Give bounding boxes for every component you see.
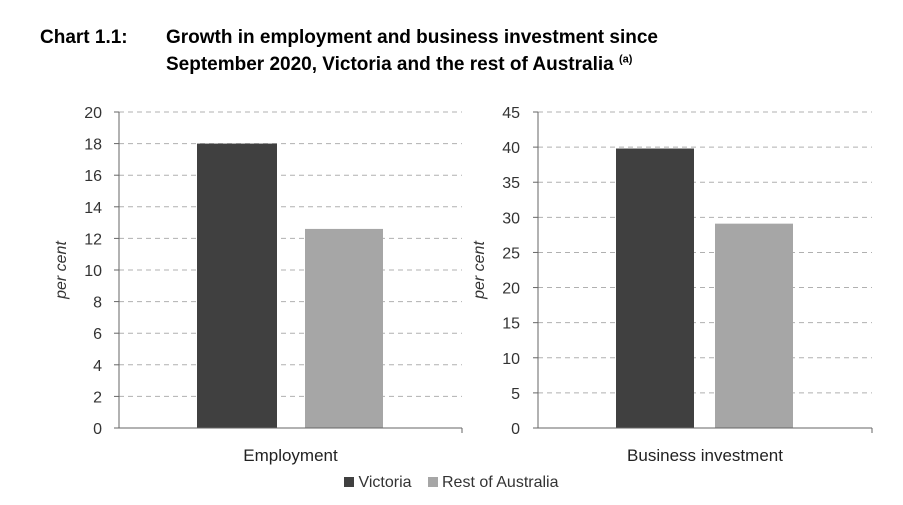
y-tick-label: 40 <box>502 140 520 157</box>
y-tick-label: 0 <box>93 421 102 438</box>
y-tick-label: 35 <box>502 175 520 192</box>
title-line-1: Growth in employment and business invest… <box>166 27 658 48</box>
legend-item-rest-of-australia: Rest of Australia <box>428 474 559 492</box>
y-tick-label: 20 <box>84 105 102 122</box>
y-axis-label: per cent <box>53 241 70 300</box>
y-tick-label: 8 <box>93 295 102 312</box>
y-tick-label: 10 <box>502 351 520 368</box>
legend: Victoria Rest of Australia <box>0 474 903 492</box>
y-tick-label: 2 <box>93 389 102 406</box>
category-label: Business investment <box>627 446 783 465</box>
category-label: Employment <box>243 446 338 465</box>
bar-victoria <box>197 143 277 428</box>
y-tick-label: 12 <box>84 231 102 248</box>
y-tick-label: 15 <box>502 316 520 333</box>
bar-rest-of-australia <box>305 228 383 428</box>
y-tick-label: 10 <box>84 263 102 280</box>
title-line-2-text: September 2020, Victoria and the rest of… <box>166 54 614 75</box>
title-line-2: September 2020, Victoria and the rest of… <box>166 51 766 78</box>
legend-swatch-victoria <box>344 477 355 487</box>
chart-title-text: Growth in employment and business invest… <box>166 24 766 78</box>
title-footnote-marker: (a) <box>619 53 633 66</box>
y-tick-label: 0 <box>511 421 520 438</box>
y-tick-label: 30 <box>502 210 520 227</box>
bar-rest-of-australia <box>715 223 793 428</box>
y-tick-label: 4 <box>93 358 102 375</box>
y-tick-label: 5 <box>511 386 520 403</box>
y-tick-label: 25 <box>502 245 520 262</box>
legend-label-rest-of-australia: Rest of Australia <box>442 474 559 491</box>
legend-label-victoria: Victoria <box>358 474 412 491</box>
y-tick-label: 45 <box>502 105 520 122</box>
y-tick-label: 6 <box>93 326 102 343</box>
y-tick-label: 20 <box>502 281 520 298</box>
y-tick-label: 18 <box>84 137 102 154</box>
y-tick-label: 14 <box>84 200 102 217</box>
legend-swatch-rest-of-australia <box>428 477 438 487</box>
y-axis-label: per cent <box>471 241 488 300</box>
y-tick-label: 16 <box>84 168 102 185</box>
legend-item-victoria: Victoria <box>344 474 412 492</box>
bar-victoria <box>616 148 694 428</box>
chart-number: Chart 1.1: <box>40 27 128 48</box>
